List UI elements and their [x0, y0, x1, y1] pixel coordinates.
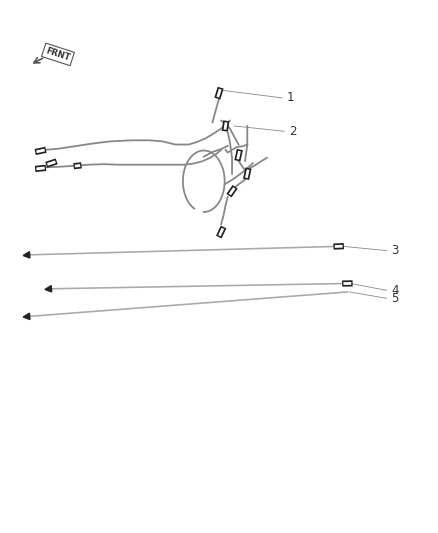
Text: 3: 3 [391, 244, 398, 257]
Text: FRNT: FRNT [45, 46, 71, 62]
Polygon shape [45, 286, 52, 292]
Text: 4: 4 [391, 284, 399, 297]
Text: 1: 1 [286, 91, 294, 104]
Polygon shape [23, 313, 30, 319]
Polygon shape [23, 252, 30, 258]
Text: 5: 5 [391, 292, 398, 305]
Text: 2: 2 [289, 125, 296, 138]
